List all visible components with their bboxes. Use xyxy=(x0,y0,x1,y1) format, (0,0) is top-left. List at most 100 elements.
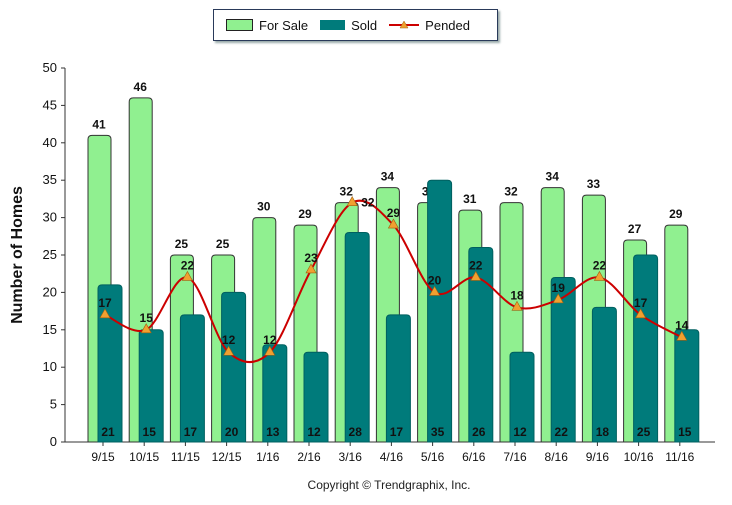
pended-label: 15 xyxy=(140,311,154,325)
sold-bar xyxy=(509,351,535,443)
sold-bar xyxy=(674,329,700,443)
pended-label: 23 xyxy=(304,251,318,265)
sold-bar xyxy=(97,284,123,443)
x-tick-label: 12/15 xyxy=(212,450,242,464)
sold-label: 20 xyxy=(225,425,239,439)
y-tick-label: 10 xyxy=(43,359,57,374)
pended-marker xyxy=(264,345,276,356)
y-tick-label: 0 xyxy=(50,434,57,449)
legend-label: For Sale xyxy=(259,17,309,33)
for-sale-label: 33 xyxy=(587,177,601,191)
sold-label: 35 xyxy=(431,425,445,439)
pended-marker xyxy=(305,263,317,274)
y-tick-label: 50 xyxy=(43,60,57,75)
x-tick-label: 8/16 xyxy=(545,450,569,464)
sold-label: 15 xyxy=(143,425,157,439)
pended-swatch xyxy=(389,20,420,29)
sold-bar xyxy=(344,232,370,443)
sold-label: 25 xyxy=(637,425,651,439)
pended-marker xyxy=(429,285,441,296)
sold-label: 15 xyxy=(678,425,692,439)
y-tick-label: 5 xyxy=(50,397,57,412)
y-tick-label: 45 xyxy=(43,97,57,112)
pended-marker xyxy=(635,308,647,319)
sold-bar xyxy=(427,179,453,443)
sold-bar xyxy=(468,247,494,443)
x-tick-label: 10/16 xyxy=(624,450,654,464)
x-tick-label: 4/16 xyxy=(380,450,404,464)
pended-label: 17 xyxy=(98,296,112,310)
pended-label: 29 xyxy=(387,206,401,220)
y-tick-label: 40 xyxy=(43,135,57,150)
copyright: Copyright © Trendgraphix, Inc. xyxy=(307,478,471,492)
for-sale-label: 29 xyxy=(669,207,683,221)
x-tick-label: 9/16 xyxy=(586,450,610,464)
pended-label: 17 xyxy=(634,296,648,310)
pended-marker xyxy=(552,293,564,304)
for-sale-label: 30 xyxy=(257,200,271,214)
sold-bar xyxy=(221,291,247,443)
for-sale-label: 32 xyxy=(340,185,354,199)
x-tick-label: 11/16 xyxy=(665,450,694,464)
for-sale-label: 25 xyxy=(216,237,230,251)
sold-label: 18 xyxy=(596,425,610,439)
sold-bar xyxy=(550,276,576,443)
x-tick-label: 2/16 xyxy=(297,450,321,464)
pended-label: 32 xyxy=(361,196,375,210)
x-tick-label: 3/16 xyxy=(339,450,363,464)
pended-marker xyxy=(223,345,235,356)
pended-label: 22 xyxy=(469,258,483,272)
x-tick-label: 1/16 xyxy=(256,450,280,464)
for-sale-label: 25 xyxy=(175,237,189,251)
legend-item-sold: Sold xyxy=(320,18,377,33)
y-tick-label: 35 xyxy=(43,172,57,187)
sold-bar xyxy=(303,351,329,443)
sold-swatch xyxy=(320,20,346,30)
sold-bar xyxy=(179,314,205,443)
pended-label: 12 xyxy=(222,333,236,347)
sold-bar xyxy=(591,306,617,443)
y-tick-label: 25 xyxy=(43,247,57,262)
legend: For Sale Sold Pended xyxy=(213,9,498,41)
legend-label: Sold xyxy=(351,17,378,33)
sold-label: 28 xyxy=(349,425,363,439)
pended-marker xyxy=(387,218,399,229)
for-sale-label: 34 xyxy=(381,170,395,184)
sold-label: 21 xyxy=(101,425,115,439)
pended-label: 22 xyxy=(181,258,195,272)
pended-marker xyxy=(346,196,358,206)
for-sale-label: 34 xyxy=(546,170,560,184)
for-sale-label: 41 xyxy=(92,117,106,131)
pended-marker xyxy=(181,270,193,281)
y-tick-label: 20 xyxy=(43,284,57,299)
pended-label: 19 xyxy=(552,281,566,295)
x-tick-label: 5/16 xyxy=(421,450,445,464)
for-sale-label: 27 xyxy=(628,222,642,236)
pended-label: 12 xyxy=(263,333,277,347)
legend-item-pended: Pended xyxy=(389,18,470,33)
y-axis-title: Number of Homes xyxy=(9,186,26,324)
for-sale-label: 29 xyxy=(298,207,312,221)
for-sale-label: 32 xyxy=(504,185,518,199)
sold-label: 17 xyxy=(184,425,198,439)
x-tick-label: 7/16 xyxy=(503,450,527,464)
for-sale-swatch xyxy=(226,19,253,31)
pended-marker xyxy=(470,270,482,281)
x-tick-label: 9/15 xyxy=(91,450,115,464)
pended-label: 18 xyxy=(510,288,524,302)
x-tick-label: 6/16 xyxy=(462,450,486,464)
sold-label: 12 xyxy=(307,425,321,439)
legend-label: Pended xyxy=(425,17,470,33)
sold-label: 26 xyxy=(472,425,486,439)
pended-label: 22 xyxy=(593,258,607,272)
sold-bar xyxy=(262,344,288,443)
sold-bar xyxy=(385,314,411,443)
pended-marker xyxy=(99,308,111,319)
for-sale-label: 31 xyxy=(463,192,477,206)
sold-label: 13 xyxy=(266,425,280,439)
legend-item-for-sale: For Sale xyxy=(226,18,308,33)
y-tick-label: 30 xyxy=(43,210,57,225)
pended-marker xyxy=(676,330,688,341)
